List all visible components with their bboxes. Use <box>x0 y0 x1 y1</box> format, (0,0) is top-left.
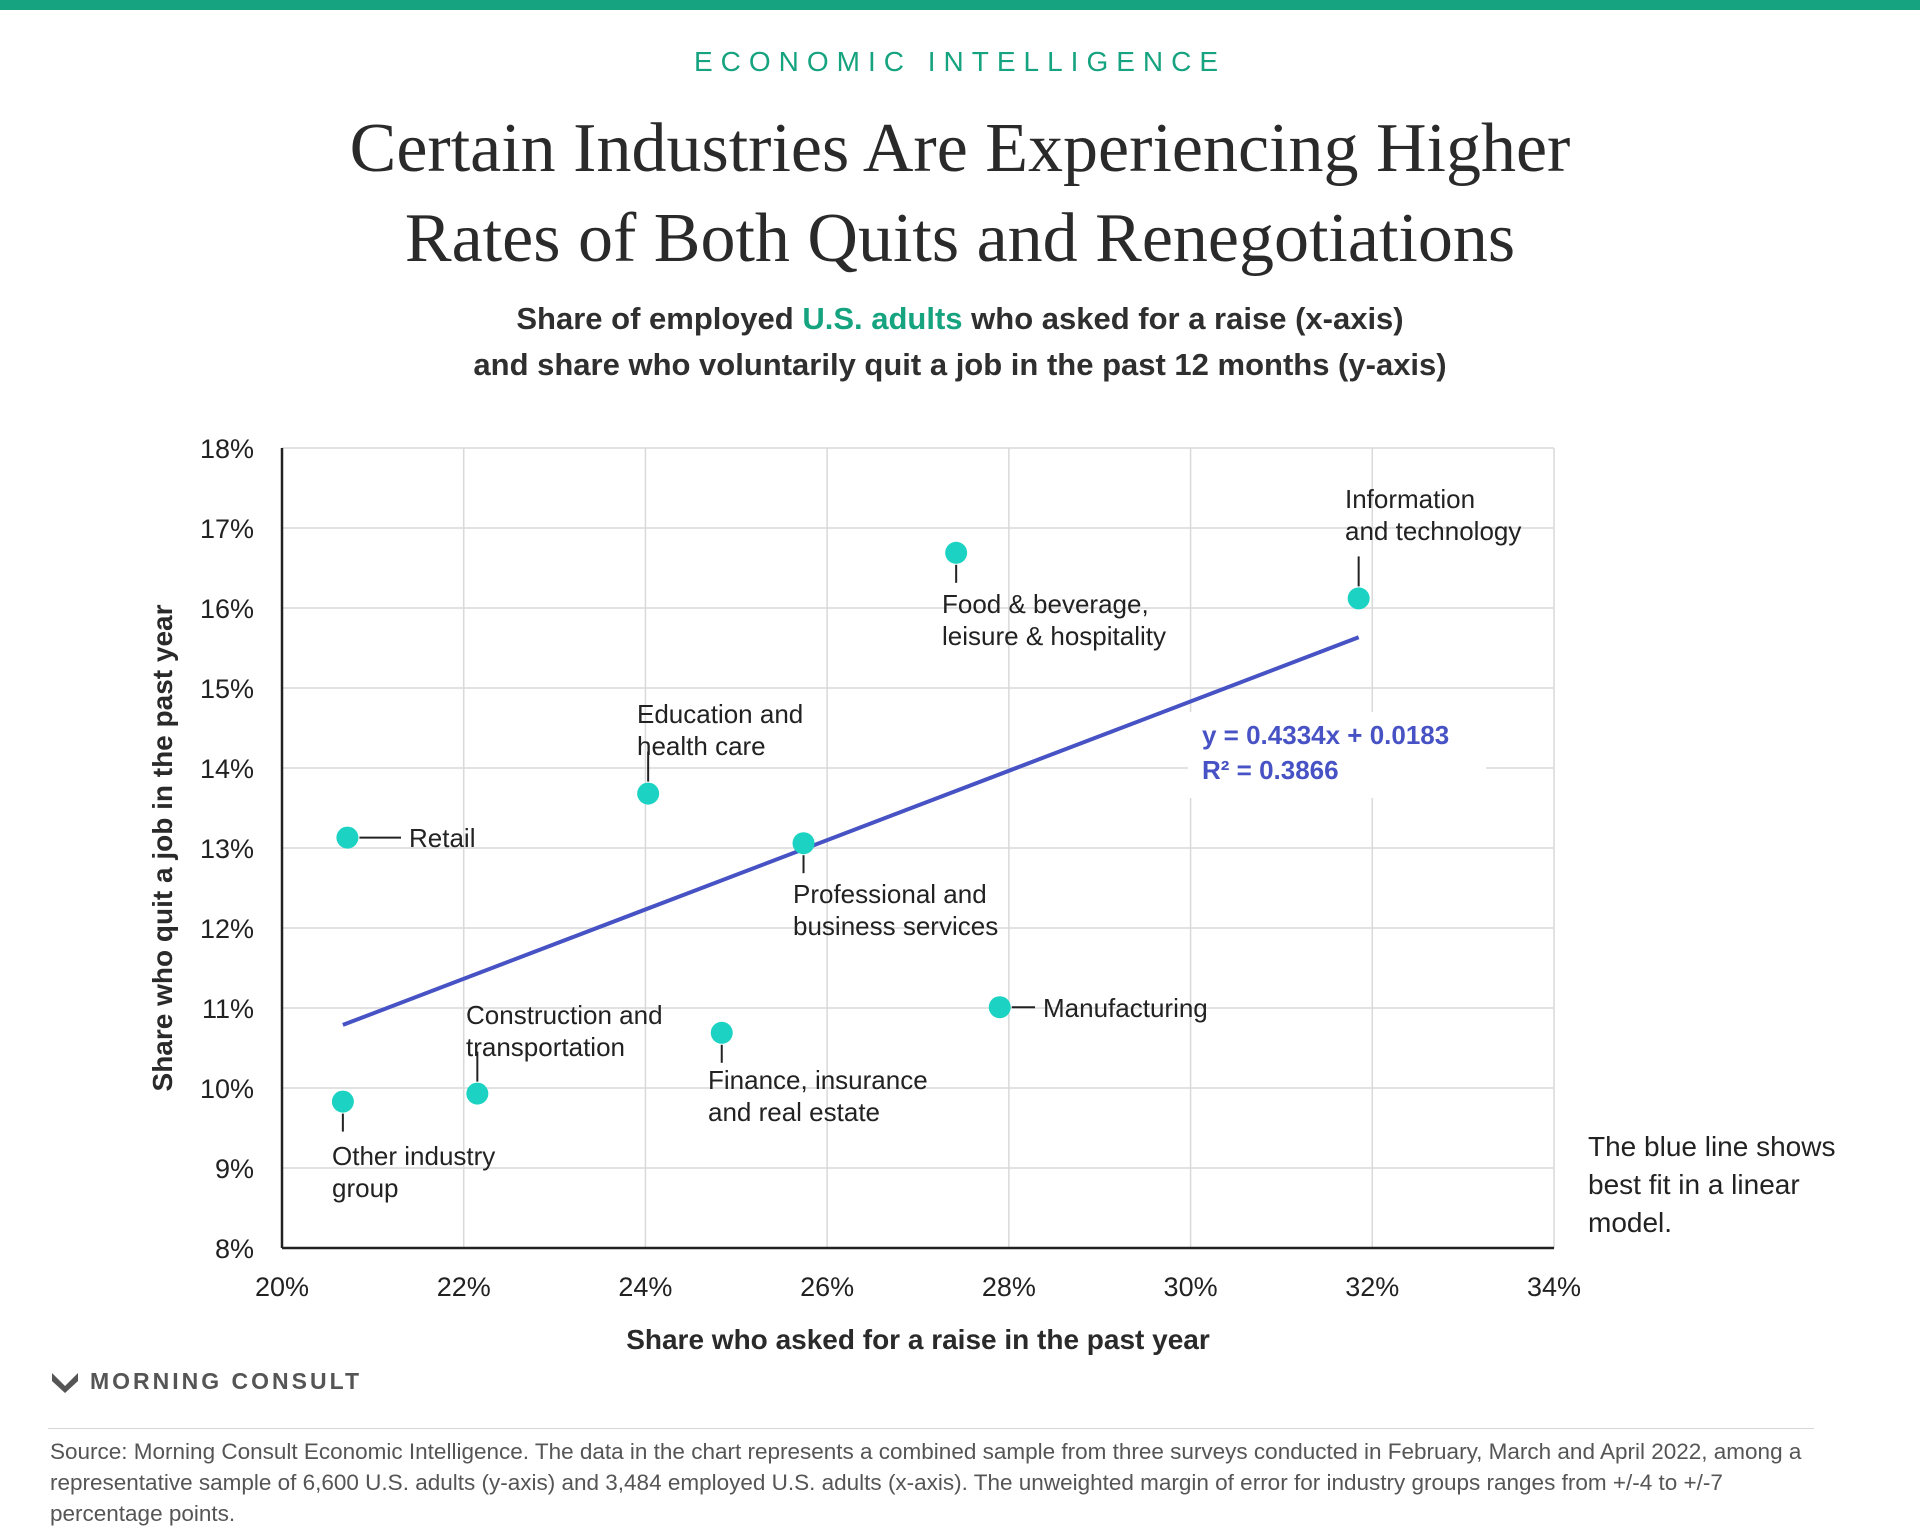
brand-name: MORNING CONSULT <box>90 1367 363 1394</box>
point-label: Food & beverage, <box>942 589 1149 619</box>
y-axis-title: Share who quit a job in the past year <box>147 604 178 1091</box>
point-label: Education and <box>637 699 803 729</box>
x-tick-label: 32% <box>1345 1272 1399 1302</box>
point-label: and real estate <box>708 1097 880 1127</box>
y-tick-label: 12% <box>200 914 254 944</box>
data-point <box>336 826 359 849</box>
data-point <box>792 832 815 855</box>
equation-box <box>1188 712 1486 798</box>
point-label: group <box>332 1173 399 1203</box>
y-tick-label: 8% <box>215 1234 254 1264</box>
x-axis-title: Share who asked for a raise in the past … <box>626 1324 1210 1355</box>
data-point <box>331 1090 354 1113</box>
point-label: business services <box>793 911 998 941</box>
y-tick-label: 9% <box>215 1154 254 1184</box>
source-note: Source: Morning Consult Economic Intelli… <box>50 1439 1802 1526</box>
point-label: Retail <box>409 823 475 853</box>
point-label: Information <box>1345 484 1475 514</box>
x-tick-label: 24% <box>618 1272 672 1302</box>
subtitle-part-2: who asked for a raise (x-axis) <box>962 301 1404 336</box>
point-label: leisure & hospitality <box>942 621 1166 651</box>
footer-divider <box>48 1428 1814 1429</box>
data-point <box>988 996 1011 1019</box>
point-label: Other industry <box>332 1141 495 1171</box>
data-point <box>637 782 660 805</box>
x-tick-label: 26% <box>800 1272 854 1302</box>
data-point <box>1347 587 1370 610</box>
subtitle-highlight: U.S. adults <box>802 301 963 336</box>
title-line-1: Certain Industries Are Experiencing High… <box>349 110 1571 187</box>
y-tick-label: 14% <box>200 754 254 784</box>
brand-logo: MORNING CONSULT <box>50 1366 362 1396</box>
trendline-note: The blue line shows best fit in a linear… <box>1588 1131 1836 1238</box>
point-label: Construction and <box>466 1000 663 1030</box>
scatter-chart: 20% 22% 24% 26% 28% 30% 32% 34% 8% 9% 10% 11% 12% 13%… <box>147 434 1581 1355</box>
data-point <box>466 1082 489 1105</box>
trendline-equation: y = 0.4334x + 0.0183 <box>1202 720 1449 750</box>
x-tick-label: 28% <box>982 1272 1036 1302</box>
morning-consult-logo-icon <box>52 1373 78 1393</box>
subtitle-line-2: and share who voluntarily quit a job in … <box>473 347 1447 382</box>
chart-subtitle: Share of employed U.S. adults who asked … <box>0 296 1920 388</box>
trendline-r-squared: R² = 0.3866 <box>1202 755 1339 785</box>
point-label: Manufacturing <box>1043 993 1208 1023</box>
x-tick-label: 22% <box>437 1272 491 1302</box>
title-line-2: Rates of Both Quits and Renegotiations <box>404 200 1516 277</box>
point-label: Finance, insurance <box>708 1065 928 1095</box>
y-tick-label: 11% <box>202 994 254 1024</box>
y-tick-label: 10% <box>200 1074 254 1104</box>
trendline <box>342 635 1360 1027</box>
point-label: health care <box>637 731 766 761</box>
x-tick-label: 34% <box>1527 1272 1581 1302</box>
x-tick-label: 20% <box>255 1272 309 1302</box>
subtitle-part-1: Share of employed <box>516 301 803 336</box>
y-tick-label: 17% <box>200 514 254 544</box>
top-accent-bar <box>0 0 1920 10</box>
data-point <box>945 541 968 564</box>
data-point <box>710 1021 733 1044</box>
page-title: Certain Industries Are Experiencing High… <box>0 104 1920 284</box>
point-label: transportation <box>466 1032 625 1062</box>
y-tick-label: 16% <box>200 594 254 624</box>
section-kicker: ECONOMIC INTELLIGENCE <box>693 46 1227 77</box>
y-tick-label: 15% <box>200 674 254 704</box>
point-label: Professional and <box>793 879 987 909</box>
point-label: and technology <box>1345 516 1521 546</box>
y-tick-label: 13% <box>200 834 254 864</box>
x-tick-label: 30% <box>1164 1272 1218 1302</box>
y-tick-label: 18% <box>200 434 254 464</box>
